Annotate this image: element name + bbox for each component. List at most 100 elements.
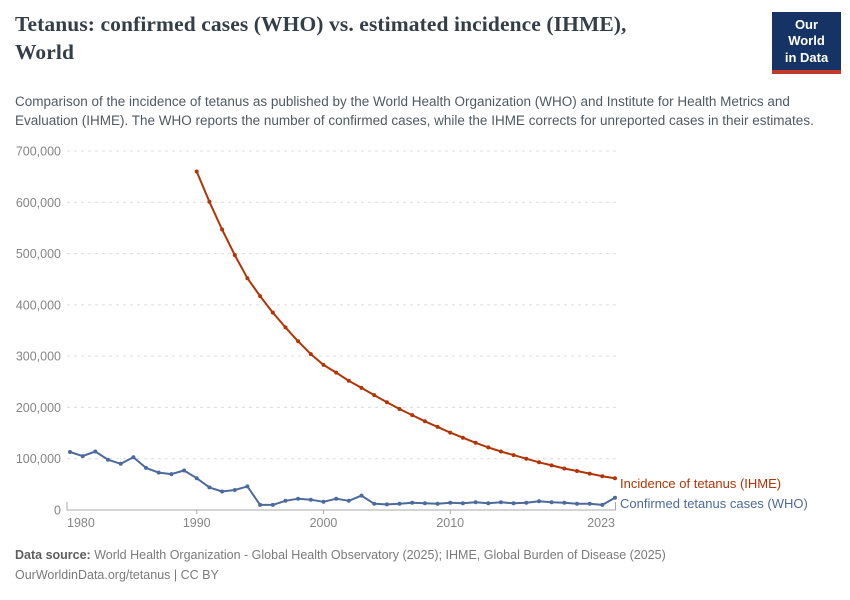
data-source-text: World Health Organization - Global Healt… <box>90 548 666 562</box>
data-point[interactable] <box>460 501 465 506</box>
data-point[interactable] <box>270 310 275 315</box>
data-point[interactable] <box>334 370 339 375</box>
data-point[interactable] <box>448 500 453 505</box>
data-point[interactable] <box>334 496 339 501</box>
data-point[interactable] <box>106 457 110 462</box>
data-point[interactable] <box>511 453 516 458</box>
x-tick-label: 2010 <box>436 516 464 530</box>
data-point[interactable] <box>537 460 541 465</box>
data-point[interactable] <box>296 339 301 344</box>
data-point[interactable] <box>372 501 377 506</box>
data-point[interactable] <box>537 499 541 504</box>
series-label-ihme[interactable]: Incidence of tetanus (IHME) <box>620 476 782 491</box>
chart-footer: Data source: World Health Organization -… <box>15 545 835 585</box>
data-point[interactable] <box>245 276 250 281</box>
data-point[interactable] <box>194 476 199 481</box>
data-point[interactable] <box>448 430 453 435</box>
data-point[interactable] <box>587 471 592 476</box>
data-point[interactable] <box>270 502 275 507</box>
y-tick-label: 300,000 <box>16 350 61 364</box>
data-point[interactable] <box>118 461 123 466</box>
data-point[interactable] <box>220 489 225 494</box>
data-point[interactable] <box>296 496 301 501</box>
chart-title-line2: World <box>15 40 75 65</box>
data-point[interactable] <box>194 169 199 174</box>
series-label-who[interactable]: Confirmed tetanus cases (WHO) <box>620 496 808 511</box>
data-point[interactable] <box>498 500 503 505</box>
data-point[interactable] <box>410 500 415 505</box>
data-point[interactable] <box>232 488 237 492</box>
data-point[interactable] <box>245 484 250 489</box>
data-point[interactable] <box>384 502 389 507</box>
data-point[interactable] <box>600 474 605 479</box>
data-point[interactable] <box>359 493 364 498</box>
data-point[interactable] <box>562 466 567 471</box>
data-point[interactable] <box>93 449 98 454</box>
y-tick-label: 600,000 <box>16 196 61 210</box>
data-point[interactable] <box>182 468 187 473</box>
data-point[interactable] <box>549 463 554 468</box>
data-point[interactable] <box>613 476 617 481</box>
data-point[interactable] <box>308 497 313 502</box>
data-point[interactable] <box>372 393 377 398</box>
data-point[interactable] <box>232 253 237 258</box>
data-point[interactable] <box>524 456 529 461</box>
data-point[interactable] <box>549 500 554 505</box>
data-point[interactable] <box>283 498 288 503</box>
data-point[interactable] <box>587 501 592 506</box>
owid-logo[interactable]: Our World in Data <box>772 12 841 74</box>
data-line <box>69 450 616 506</box>
data-point[interactable] <box>511 501 516 506</box>
data-point[interactable] <box>486 501 491 506</box>
data-source-line: Data source: World Health Organization -… <box>15 545 835 565</box>
data-point[interactable] <box>258 502 263 507</box>
data-point[interactable] <box>321 499 326 504</box>
y-tick-label: 100,000 <box>16 452 61 466</box>
data-point[interactable] <box>321 362 326 367</box>
data-point[interactable] <box>435 424 440 429</box>
x-tick-label: 2000 <box>310 516 338 530</box>
data-point[interactable] <box>207 485 212 490</box>
data-point[interactable] <box>169 472 174 477</box>
data-point[interactable] <box>460 435 465 440</box>
data-point[interactable] <box>613 495 617 500</box>
y-tick-label: 700,000 <box>16 145 61 159</box>
data-point[interactable] <box>422 419 427 424</box>
license-line[interactable]: OurWorldinData.org/tetanus | CC BY <box>15 568 219 582</box>
data-point[interactable] <box>283 325 288 330</box>
data-point[interactable] <box>308 352 313 357</box>
y-tick-label: 500,000 <box>16 247 61 261</box>
data-point[interactable] <box>575 469 579 473</box>
data-point[interactable] <box>258 294 263 299</box>
data-point[interactable] <box>562 500 567 505</box>
data-point[interactable] <box>68 450 72 454</box>
data-point[interactable] <box>346 498 351 503</box>
data-point[interactable] <box>575 501 579 506</box>
owid-logo-line1: Our World <box>788 17 825 49</box>
data-point[interactable] <box>80 454 85 459</box>
data-point[interactable] <box>207 199 212 204</box>
data-point[interactable] <box>397 501 402 506</box>
data-point[interactable] <box>384 400 389 405</box>
data-point[interactable] <box>359 385 364 390</box>
data-point[interactable] <box>144 465 148 470</box>
data-point[interactable] <box>473 440 478 445</box>
data-point[interactable] <box>473 500 478 505</box>
data-point[interactable] <box>131 455 136 460</box>
data-point[interactable] <box>410 413 415 418</box>
y-tick-label: 400,000 <box>16 298 61 312</box>
data-point[interactable] <box>498 449 503 454</box>
data-point[interactable] <box>397 407 402 411</box>
data-point[interactable] <box>346 378 351 383</box>
data-point[interactable] <box>524 500 529 505</box>
data-point[interactable] <box>435 501 440 506</box>
data-point[interactable] <box>220 227 225 232</box>
data-point[interactable] <box>422 501 427 506</box>
x-tick-label: 1990 <box>183 516 211 530</box>
data-point[interactable] <box>156 470 161 475</box>
data-point[interactable] <box>486 445 491 450</box>
chart-subtitle: Comparison of the incidence of tetanus a… <box>15 94 814 129</box>
data-point[interactable] <box>600 502 605 507</box>
